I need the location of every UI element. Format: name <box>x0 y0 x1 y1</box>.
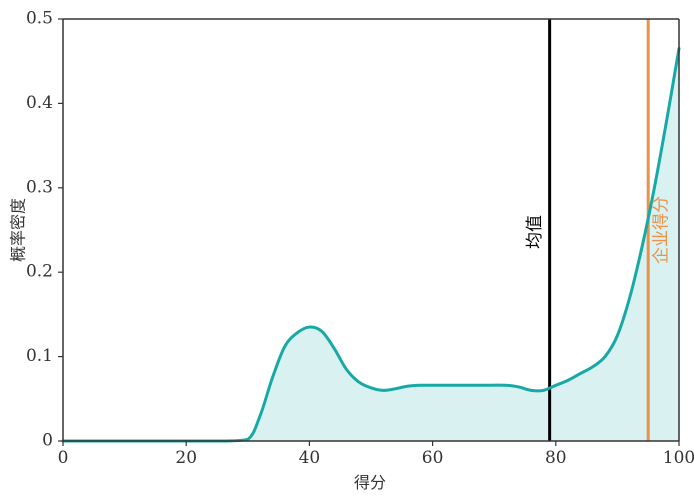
company-score-label: 企业得分 <box>652 196 672 264</box>
y-tick-label: 0 <box>42 431 53 451</box>
x-tick-label: 60 <box>422 448 444 468</box>
y-tick-label: 0.4 <box>26 93 53 113</box>
density-curve <box>61 47 681 443</box>
y-tick-label: 0.3 <box>26 177 53 197</box>
x-tick-label: 40 <box>299 448 321 468</box>
x-tick-label: 20 <box>175 448 197 468</box>
y-axis-title: 概率密度 <box>9 198 28 262</box>
mean-label: 均值 <box>525 215 545 249</box>
y-tick-label: 0.5 <box>26 9 53 29</box>
x-tick-label: 80 <box>545 448 567 468</box>
density-area-fill <box>63 48 679 441</box>
x-axis-title: 得分 <box>354 473 386 492</box>
axis-layer: 0 20 40 60 80 100 0 0.1 0.2 0.3 0.4 0.5 <box>26 9 694 469</box>
y-tick-label: 0.2 <box>26 262 53 282</box>
x-tick-label: 0 <box>58 448 69 468</box>
x-tick-label: 100 <box>663 448 694 468</box>
label-layer: 得分 概率密度 <box>9 198 387 492</box>
y-tick-label: 0.1 <box>26 346 53 366</box>
plot-layer: 均值 企业得分 <box>61 19 681 443</box>
